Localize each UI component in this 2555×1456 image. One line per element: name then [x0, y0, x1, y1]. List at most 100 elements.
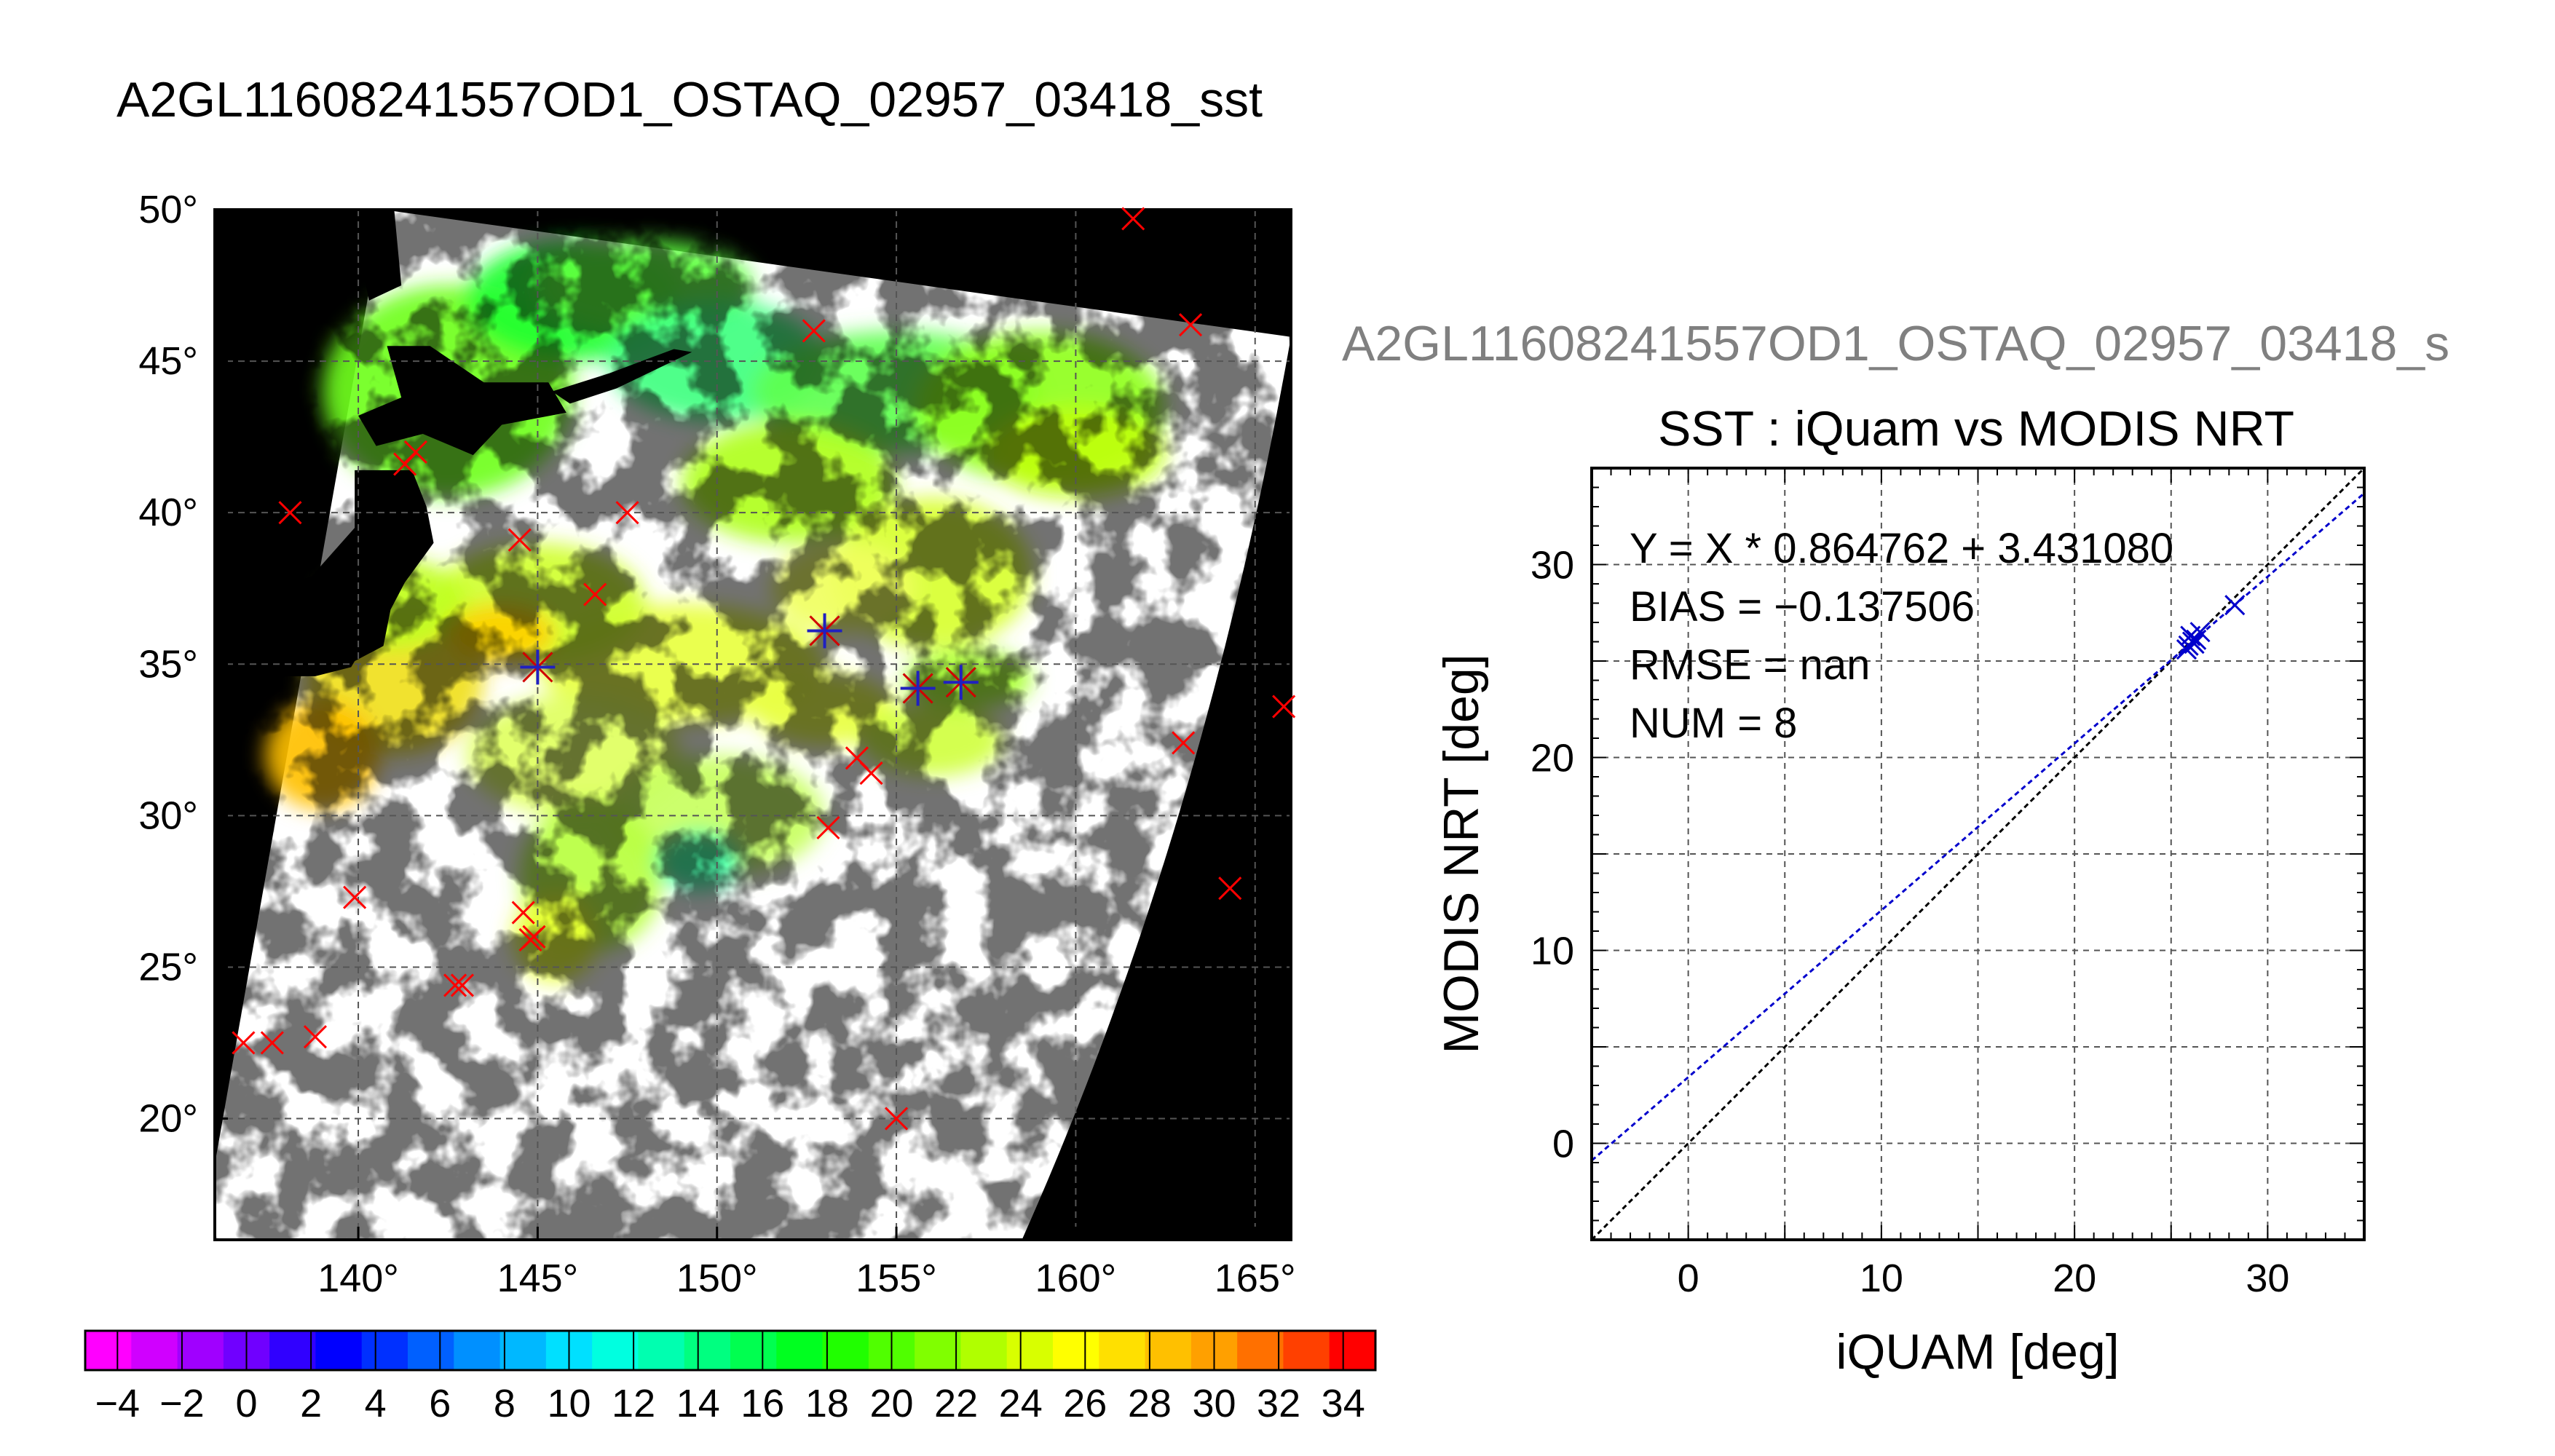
- colorbar-cell: [85, 1331, 133, 1370]
- x-tick-label: 0: [1678, 1257, 1699, 1300]
- colorbar-tick-label: 28: [1128, 1382, 1172, 1425]
- scatter-caption: A2GL11608241557OD1_OSTAQ_02957_03418_s: [1342, 316, 2449, 371]
- x-tick-label: 30: [2246, 1257, 2289, 1300]
- insitu-point: [260, 1031, 284, 1055]
- insitu-point: [508, 528, 532, 552]
- colorbar-tick-label: −2: [159, 1382, 205, 1425]
- y-tick-label: 30: [1531, 544, 1574, 587]
- longitude-tick-label: 155°: [856, 1257, 937, 1300]
- colorbar-cell: [269, 1331, 317, 1370]
- y-tick-label: 0: [1552, 1123, 1574, 1166]
- scatter-points: [2176, 595, 2246, 660]
- scatter-point: [2189, 622, 2211, 643]
- colorbar-cell: [1006, 1331, 1054, 1370]
- matchup-point: [807, 613, 842, 649]
- colorbar-tick-label: 0: [235, 1382, 257, 1425]
- latitude-tick-label: 45°: [138, 339, 198, 383]
- map-frame: [213, 208, 1292, 1241]
- colorbar-cell: [131, 1331, 178, 1370]
- matchup-points: [520, 613, 979, 706]
- map-grid: [215, 210, 1291, 1240]
- insitu-point: [885, 1107, 909, 1131]
- insitu-point: [1121, 207, 1145, 231]
- latitude-ticks: 20° 25° 30° 35° 40° 45° 50°: [138, 188, 228, 1141]
- scatter-y-ticks: 0 10 20 30: [1531, 544, 1574, 1166]
- insitu-point: [1218, 877, 1242, 901]
- colorbar-cell: [1329, 1331, 1376, 1370]
- insitu-point: [443, 973, 467, 997]
- colorbar-tick-label: 20: [869, 1382, 913, 1425]
- colorbar-tick-label: −4: [95, 1382, 141, 1425]
- latitude-tick-label: 30°: [138, 794, 198, 837]
- longitude-tick-label: 140°: [317, 1257, 399, 1300]
- insitu-point: [859, 761, 883, 786]
- fit-statistic: NUM = 8: [1630, 700, 1797, 747]
- insitu-point: [615, 501, 639, 525]
- scatter-title: SST : iQuam vs MODIS NRT: [1658, 401, 2294, 456]
- fit-statistics: Y = X * 0.864762 + 3.431080 BIAS = −0.137…: [1630, 525, 2173, 747]
- latitude-tick-label: 40°: [138, 491, 198, 534]
- insitu-point: [303, 1025, 328, 1049]
- map-title: A2GL11608241557OD1_OSTAQ_02957_03418_sst: [117, 72, 1263, 127]
- colorbar-tick-label: 10: [547, 1382, 591, 1425]
- insitu-point: [1178, 313, 1203, 337]
- insitu-point: [816, 815, 840, 840]
- colorbar-cell: [822, 1331, 869, 1370]
- colorbar-cell: [315, 1331, 363, 1370]
- colorbar-tick-label: 34: [1322, 1382, 1365, 1425]
- colorbar-cell: [1237, 1331, 1284, 1370]
- colorbar-ticks: −4 −2 0 2 4 6 8 10 12 14 16 18 20 22 24 26 28 30 32 34: [95, 1331, 1365, 1425]
- latitude-tick-label: 50°: [138, 188, 198, 232]
- colorbar-tick-label: 26: [1063, 1382, 1107, 1425]
- matchup-point: [520, 649, 556, 685]
- japan-coast: [215, 210, 692, 701]
- colorbar-cell: [1099, 1331, 1146, 1370]
- insitu-point: [232, 1031, 256, 1055]
- colorbar-cell: [684, 1331, 731, 1370]
- insitu-point: [511, 901, 535, 925]
- sst-map: 140° 145° 150° 155° 160° 165° 20° 25° 30° 35° 40°…: [138, 188, 1295, 1300]
- colorbar-tick-label: 6: [429, 1382, 451, 1425]
- colorbar-tick-label: 18: [805, 1382, 849, 1425]
- insitu-point: [343, 885, 367, 909]
- x-tick-label: 20: [2053, 1257, 2096, 1300]
- y-tick-label: 20: [1531, 737, 1574, 780]
- insitu-point: [278, 501, 302, 525]
- insitu-points: [232, 207, 1296, 1131]
- colorbar-cell: [361, 1331, 408, 1370]
- colorbar-tick-label: 22: [934, 1382, 978, 1425]
- x-tick-label: 10: [1860, 1257, 1903, 1300]
- colorbar-cell: [960, 1331, 1008, 1370]
- scatter-point: [2176, 639, 2197, 660]
- fit-statistic: RMSE = nan: [1630, 641, 1870, 689]
- latitude-tick-label: 25°: [138, 945, 198, 989]
- scatter-minor-ticks: [1591, 467, 2365, 1241]
- matchup-point: [943, 665, 979, 700]
- insitu-point: [1172, 731, 1196, 755]
- scatter-plot: 0 10 20 30 0 10 20 30 Y = X * 0.864762 + 3.431…: [1434, 467, 2366, 1380]
- longitude-tick-label: 145°: [497, 1257, 579, 1300]
- sst-colorbar: −4 −2 0 2 4 6 8 10 12 14 16 18 20 22 24 26 28 30 32 34: [84, 1329, 1377, 1425]
- y-axis-label: MODIS NRT [deg]: [1434, 654, 1489, 1053]
- x-axis-label: iQUAM [deg]: [1836, 1324, 2119, 1380]
- insitu-point: [802, 319, 826, 343]
- land-mass: [552, 349, 692, 404]
- colorbar-tick-label: 14: [676, 1382, 720, 1425]
- colorbar-cell: [1053, 1331, 1100, 1370]
- identity-line: [1592, 468, 2364, 1240]
- colorbar-cell: [1145, 1331, 1192, 1370]
- insitu-point: [1272, 695, 1296, 719]
- colorbar-cell: [177, 1331, 224, 1370]
- colorbar-tick-label: 4: [365, 1382, 387, 1425]
- insitu-point: [403, 440, 427, 464]
- cloud-texture: [215, 210, 1291, 1240]
- land-mass: [215, 470, 434, 701]
- colorbar-tick-label: 12: [612, 1382, 655, 1425]
- scatter-x-ticks: 0 10 20 30: [1678, 1257, 2290, 1300]
- colorbar-cell: [915, 1331, 962, 1370]
- longitude-ticks: 140° 145° 150° 155° 160° 165°: [317, 1227, 1296, 1300]
- colorbar-cell: [408, 1331, 455, 1370]
- matchup-point: [900, 670, 936, 706]
- latitude-tick-label: 20°: [138, 1097, 198, 1141]
